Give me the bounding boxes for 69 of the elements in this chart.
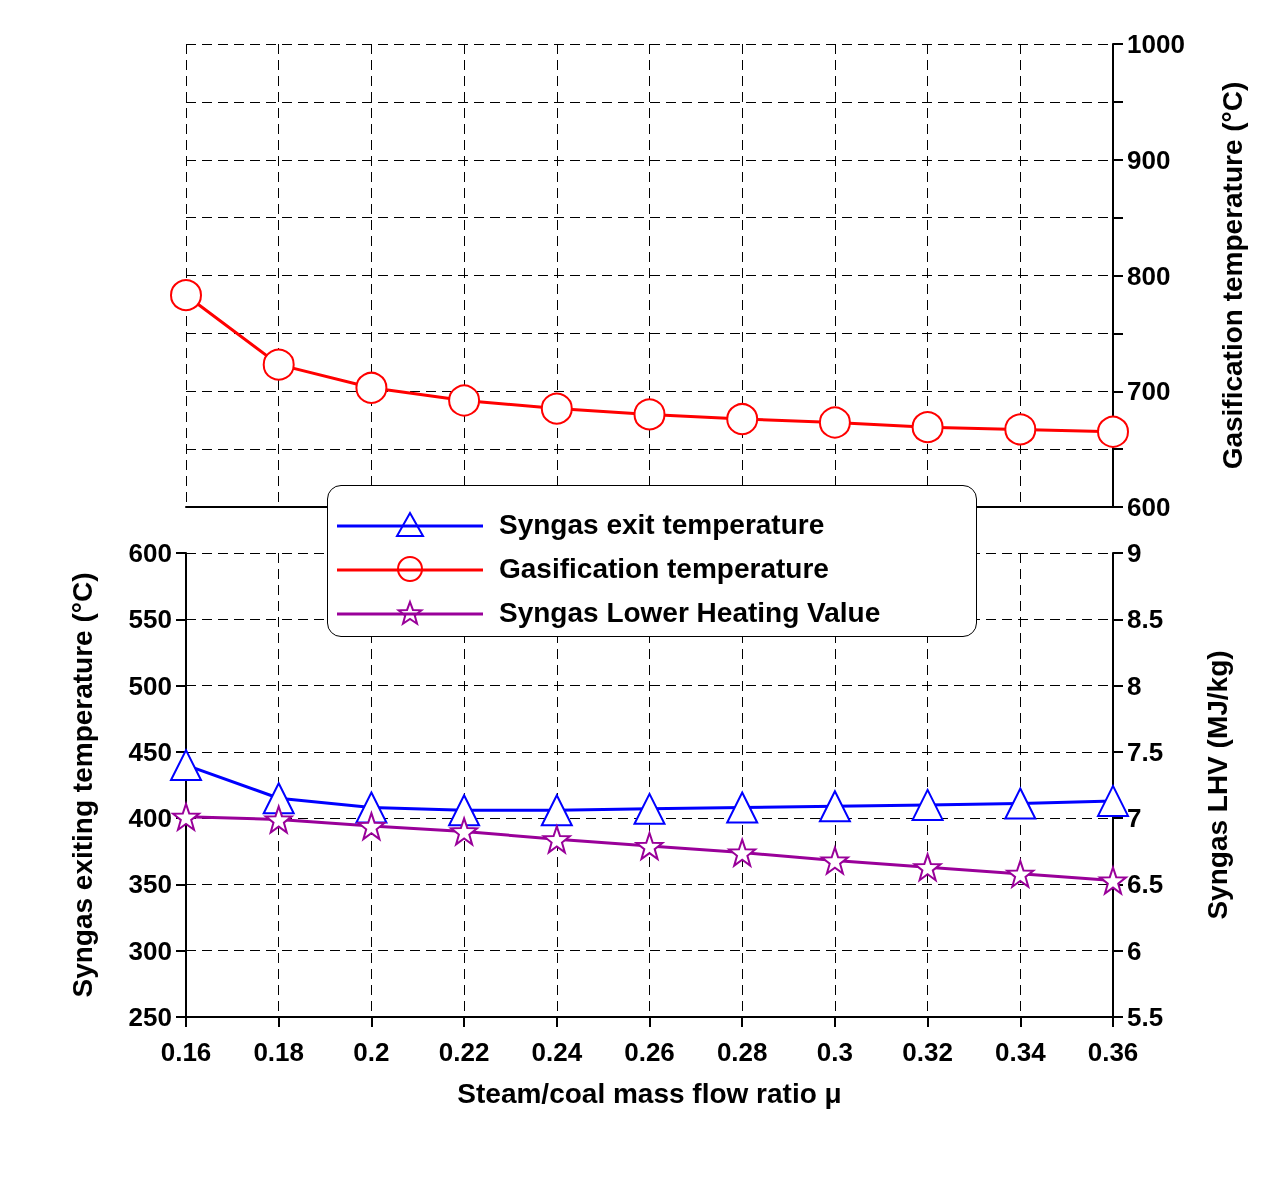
point <box>818 406 851 439</box>
y-axis-title: Gasification temperature (°C) <box>1216 81 1248 470</box>
text: Gasification temperature <box>499 553 829 585</box>
y2-axis-title: Syngas LHV (MJ/kg) <box>1201 650 1233 920</box>
x-tick-label: 0.16 <box>160 1037 212 1067</box>
point <box>450 817 479 846</box>
y-tick-label: 450 <box>128 736 172 767</box>
point <box>1004 413 1037 446</box>
y-tick-label: 400 <box>128 803 172 834</box>
y-tick-label: 500 <box>128 670 172 701</box>
y2-tick-label: 7.5 <box>1127 736 1164 767</box>
x-tick-label: 0.22 <box>438 1037 490 1067</box>
point <box>1004 787 1037 820</box>
y2-tick-label: 7 <box>1127 803 1142 834</box>
y-tick-label: 1000 <box>1127 29 1185 59</box>
x-tick-label: 0.2 <box>353 1037 390 1067</box>
point <box>635 831 664 860</box>
point <box>264 805 293 834</box>
point <box>542 825 571 854</box>
point <box>633 398 666 431</box>
y-tick-label: 700 <box>1127 376 1171 407</box>
y-axis-title: Syngas exiting temperature (°C) <box>66 572 98 998</box>
x-tick-label: 0.36 <box>1087 1037 1139 1067</box>
y-tick-label: 600 <box>128 538 172 568</box>
x-axis-title: Steam/coal mass flow ratio μ <box>457 1077 842 1109</box>
x-tick-label: 0.28 <box>716 1037 768 1067</box>
point <box>1099 866 1127 895</box>
y2-tick-label: 9 <box>1127 538 1142 568</box>
y-tick-label: 250 <box>128 1002 172 1032</box>
point <box>448 794 481 827</box>
x-tick-label: 0.24 <box>531 1037 583 1067</box>
point <box>911 411 944 444</box>
y-tick-label: 550 <box>128 604 172 635</box>
text: Syngas exit temperature <box>499 509 825 540</box>
y2-tick-label: 6.5 <box>1127 869 1164 900</box>
point <box>911 788 944 821</box>
y2-tick-label: 5.5 <box>1127 1002 1164 1032</box>
point <box>540 794 573 827</box>
x-tick-label: 0.3 <box>816 1037 853 1067</box>
point <box>818 790 851 823</box>
x-tick-label: 0.18 <box>253 1037 304 1067</box>
point <box>448 384 481 417</box>
text: Syngas Lower Heating Value <box>499 597 881 628</box>
point <box>170 279 202 312</box>
point <box>170 749 202 782</box>
point <box>357 812 386 841</box>
point <box>633 792 666 825</box>
y2-tick-label: 6 <box>1127 935 1142 966</box>
x-tick-label: 0.26 <box>624 1037 675 1067</box>
y-tick-label: 600 <box>1127 492 1171 522</box>
point <box>726 403 759 436</box>
point <box>1097 784 1129 817</box>
point <box>172 802 200 831</box>
point <box>262 348 295 381</box>
y2-tick-label: 8.5 <box>1127 604 1164 635</box>
point <box>262 782 295 815</box>
y-tick-label: 300 <box>128 935 172 966</box>
x-tick-label: 0.32 <box>902 1037 953 1067</box>
y-tick-label: 800 <box>1127 260 1171 291</box>
point <box>1006 859 1035 888</box>
point <box>1097 415 1129 448</box>
point <box>355 371 388 404</box>
y2-tick-label: 8 <box>1127 670 1142 701</box>
y-tick-label: 900 <box>1127 144 1171 175</box>
point <box>913 853 942 882</box>
y-tick-label: 350 <box>128 869 172 900</box>
x-tick-label: 0.34 <box>995 1037 1047 1067</box>
point <box>540 392 573 425</box>
point <box>726 791 759 824</box>
